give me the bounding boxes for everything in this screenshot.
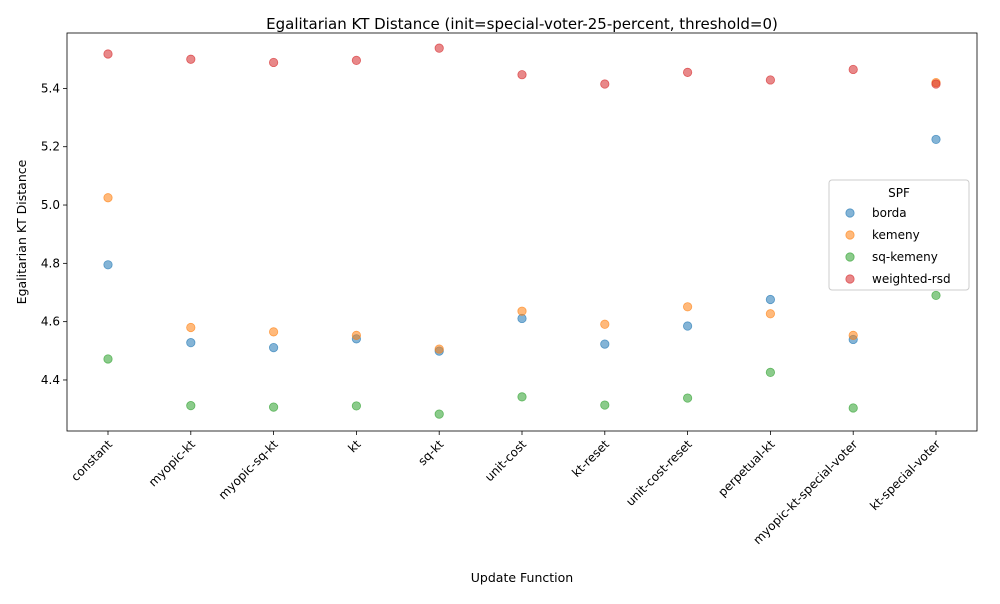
x-tick-label: myopic-kt [146,437,198,489]
x-tick-label: perpetual-kt [715,437,777,499]
data-point [765,309,776,319]
y-tick-label: 4.4 [41,373,60,387]
legend-label: sq-kemeny [872,250,938,264]
legend-label: kemeny [872,228,920,242]
data-point [682,67,693,77]
x-tick-label: unit-cost-reset [623,437,695,509]
data-point [682,302,693,312]
y-tick-label: 4.6 [41,315,60,329]
data-point [268,327,279,337]
data-point [765,367,776,377]
data-point [103,260,113,270]
data-point [186,54,196,64]
data-point [186,338,196,348]
data-point [351,401,361,411]
data-point [600,400,610,410]
x-tick-label: myopic-sq-kt [216,437,281,502]
series-kemeny [103,77,941,354]
data-point [434,409,444,419]
data-point [103,193,113,203]
data-point [103,354,113,364]
data-point [600,79,610,89]
x-tick-label: unit-cost [482,437,529,484]
legend-box [828,179,970,291]
legend-marker [845,208,855,218]
data-point [848,403,858,413]
data-point [600,319,610,329]
y-axis-label: Egalitarian KT Distance [14,159,29,304]
data-point [682,321,693,331]
data-point [765,294,776,305]
data-point [186,401,196,411]
data-point [103,49,113,59]
chart-title: Egalitarian KT Distance (init=special-vo… [266,15,778,33]
data-point [351,55,361,66]
x-axis-label: Update Function [471,570,573,585]
y-tick-label: 4.8 [41,256,60,270]
data-point [517,306,527,316]
data-point [600,339,610,349]
data-point [848,330,858,340]
x-axis: constant myopic-kt myopic-sq-kt kt sq-kt unit… [68,431,943,547]
data-point [682,393,693,403]
data-point [765,75,776,85]
data-point [434,344,444,354]
x-tick-label: sq-kt [415,437,446,468]
x-tick-label: constant [68,437,115,484]
data-point [268,402,279,412]
legend-label: borda [872,206,907,220]
legend: SPF borda kemeny sq-kemeny weighted-rsd [828,179,970,291]
data-point [517,70,527,80]
data-point [517,392,527,402]
data-point [434,43,444,53]
legend-marker [845,230,855,240]
data-point [268,57,279,68]
y-tick-label: 5.2 [41,140,60,154]
x-tick-label: kt [345,437,363,455]
y-tick-label: 5.0 [41,198,60,212]
data-point [351,330,361,340]
data-point [268,343,279,353]
data-point [848,64,858,75]
data-point [931,134,941,145]
x-tick-label: kt-reset [569,437,612,480]
data-point [931,79,941,89]
legend-marker [845,252,855,262]
y-tick-label: 5.4 [41,81,60,95]
x-tick-label: kt-special-voter [867,437,943,513]
series-weighted-rsd [103,43,941,89]
series-sq-kemeny [103,290,941,419]
legend-title: SPF [888,186,910,200]
legend-label: weighted-rsd [872,272,951,286]
series-borda [103,134,941,356]
data-points [103,43,941,419]
y-axis: 4.4 4.6 4.8 5.0 5.2 5.4 [41,81,67,387]
data-point [931,290,941,301]
data-point [186,322,196,333]
legend-marker [845,274,855,284]
